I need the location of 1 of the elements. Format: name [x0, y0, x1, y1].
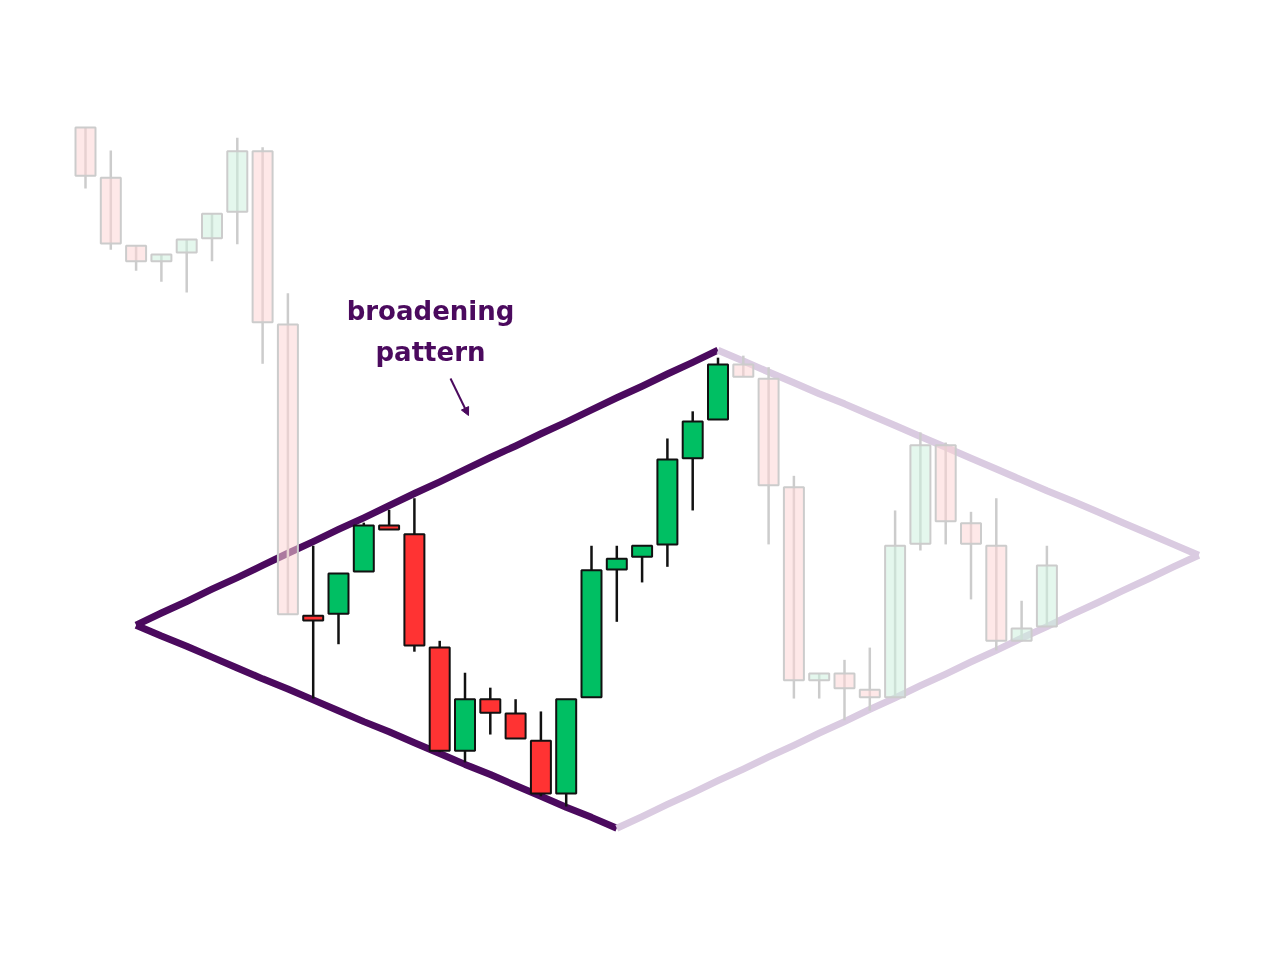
annotation: broadening pattern: [346, 296, 515, 367]
